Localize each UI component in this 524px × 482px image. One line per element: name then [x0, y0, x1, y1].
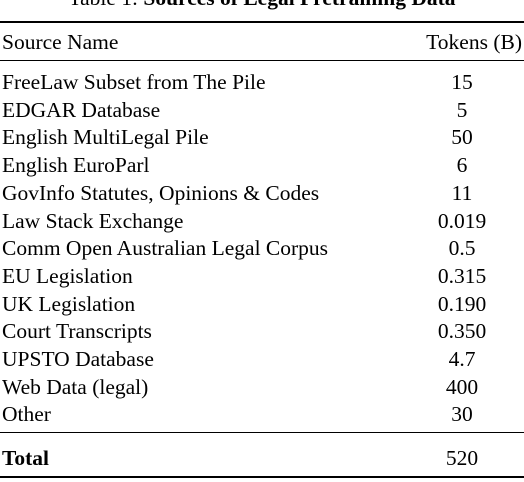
- total-rule: [0, 432, 524, 433]
- source-name: EDGAR Database: [2, 97, 161, 122]
- caption: Table 1: Sources of Legal Pretraining Da…: [0, 0, 524, 11]
- source-name: Comm Open Australian Legal Corpus: [2, 236, 329, 261]
- source-name: English MultiLegal Pile: [2, 125, 209, 150]
- token-count: 0.315: [437, 263, 487, 288]
- source-name: GovInfo Statutes, Opinions & Codes: [2, 180, 320, 205]
- source-name: FreeLaw Subset from The Pile: [2, 70, 266, 94]
- token-count: 30: [451, 402, 473, 427]
- token-count: 5: [456, 97, 468, 122]
- token-count: 11: [451, 180, 473, 205]
- token-count: 0.350: [437, 319, 487, 344]
- source-name: Other: [2, 402, 51, 427]
- token-count: 0.019: [437, 208, 487, 233]
- token-count: 15: [451, 70, 473, 94]
- token-count: 6: [456, 153, 468, 178]
- token-count: 4.7: [448, 347, 476, 371]
- total-value: 520: [445, 446, 479, 470]
- token-count: 0.5: [448, 236, 476, 261]
- header-cell: Source Name: [2, 30, 119, 54]
- source-name: Web Data (legal): [2, 374, 149, 399]
- mid-rule: [0, 60, 524, 61]
- source-name: English EuroParl: [2, 153, 150, 178]
- token-count: 0.190: [437, 291, 487, 316]
- caption-title: Sources of Legal Pretraining Data: [143, 0, 455, 10]
- token-count: 50: [451, 125, 473, 150]
- source-name: UK Legislation: [2, 291, 136, 316]
- total-label: Total: [2, 446, 49, 470]
- source-name: UPSTO Database: [2, 347, 154, 371]
- source-name: Court Transcripts: [2, 319, 152, 344]
- top-rule: [0, 21, 524, 23]
- source-name: Law Stack Exchange: [2, 208, 184, 233]
- source-name: EU Legislation: [2, 263, 133, 288]
- token-count: 400: [445, 374, 479, 399]
- header-cell: Tokens (B): [426, 30, 522, 54]
- caption-label: Table 1:: [68, 0, 138, 10]
- bottom-rule: [0, 476, 524, 478]
